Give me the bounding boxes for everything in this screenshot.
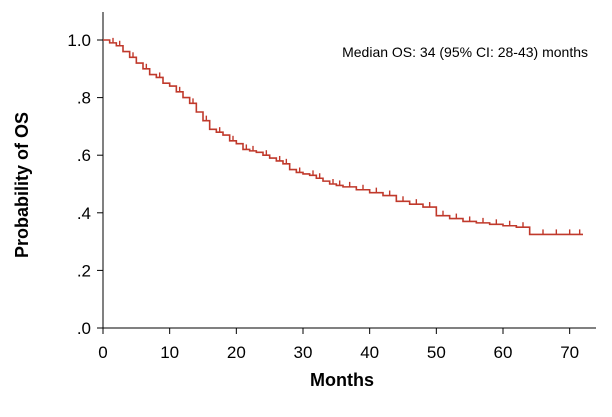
x-tick-label: 0 <box>98 343 107 362</box>
x-tick-label: 70 <box>560 343 579 362</box>
x-tick-label: 60 <box>494 343 513 362</box>
y-tick-label: .2 <box>77 261 91 280</box>
y-tick-label: .0 <box>77 319 91 338</box>
x-tick-label: 30 <box>294 343 313 362</box>
y-tick-label: .8 <box>77 89 91 108</box>
x-tick-label: 20 <box>227 343 246 362</box>
median-os-annotation: Median OS: 34 (95% CI: 28-43) months <box>342 44 588 60</box>
y-tick-label: 1.0 <box>67 31 91 50</box>
x-tick-label: 50 <box>427 343 446 362</box>
tick-labels: 0 10 20 30 40 50 60 70 .0 .2 .4 .6 .8 1.0 <box>67 31 579 362</box>
axes <box>102 12 596 329</box>
x-tick-label: 10 <box>160 343 179 362</box>
x-tick-label: 40 <box>360 343 379 362</box>
y-tick-label: .6 <box>77 146 91 165</box>
y-axis-title: Probability of OS <box>12 112 32 258</box>
plot-area <box>103 37 583 236</box>
x-axis-title: Months <box>310 370 374 390</box>
y-tick-label: .4 <box>77 204 91 223</box>
survival-curve <box>103 39 583 236</box>
ticks <box>97 39 571 334</box>
